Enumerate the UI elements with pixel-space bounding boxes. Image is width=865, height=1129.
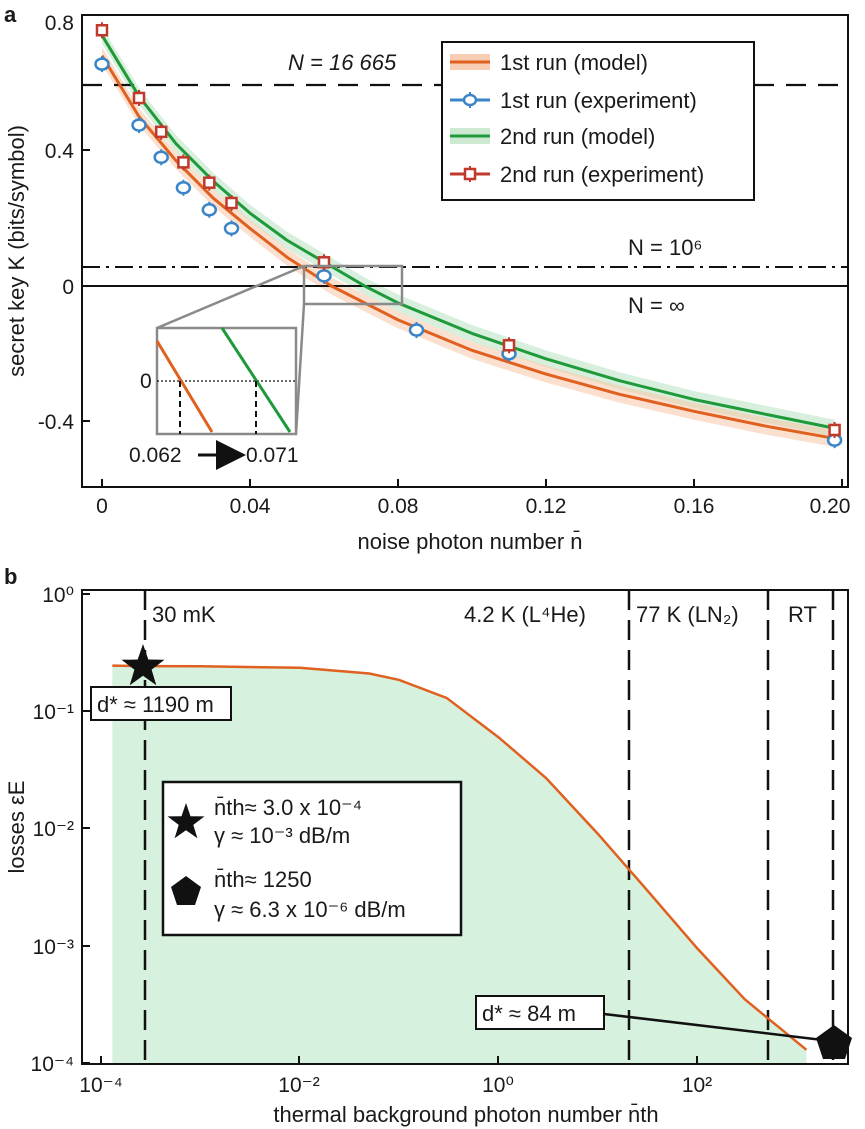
data-point-2nd-experiment <box>828 423 841 437</box>
data-point-2nd-experiment <box>225 196 238 210</box>
legend-item-2nd-model: 2nd run (model) <box>450 124 655 149</box>
legend-pent-line2: γ ≈ 6.3 x 10⁻⁶ dB/m <box>214 897 406 922</box>
legend-item-2nd-experiment: 2nd run (experiment) <box>450 162 704 187</box>
y-tick-label: 10⁻⁴ <box>31 1053 74 1076</box>
x-axis-a: 0 0.04 0.08 0.12 0.16 0.20 <box>96 479 850 518</box>
y-tick-label: 0 <box>62 276 74 299</box>
annotation-n-inf: N = ∞ <box>628 293 685 318</box>
d-star-connector <box>603 1012 832 1043</box>
data-point-2nd-experiment <box>502 339 516 352</box>
legend-b: n̄th≈ 3.0 x 10⁻⁴ γ ≈ 10⁻³ dB/m n̄th≈ 125… <box>161 780 463 937</box>
loss-curve <box>112 664 808 1051</box>
d-star-label-2: d* ≈ 84 m <box>482 1001 576 1026</box>
temp-label: 4.2 K (L⁴He) <box>464 602 586 627</box>
temp-label: 77 K (LN₂) <box>636 602 739 627</box>
panel-b-letter: b <box>4 564 17 589</box>
x-axis-label-b: thermal background photon number n̄th <box>273 1102 658 1127</box>
pentagon-marker <box>816 1025 852 1059</box>
data-point-1st-experiment <box>408 323 425 337</box>
x-tick-label: 10² <box>682 1074 712 1097</box>
x-tick-label: 10⁰ <box>482 1074 514 1097</box>
y-tick-label: 10⁻¹ <box>33 701 74 724</box>
x-tick-label: 10⁻⁴ <box>79 1074 122 1097</box>
x-axis-label-a: noise photon number n̄ <box>357 529 582 554</box>
data-point-1st-experiment <box>201 203 218 217</box>
data-point-2nd-experiment <box>95 23 109 37</box>
zoom-connector-top <box>156 264 305 330</box>
inset-line-2nd <box>220 327 292 433</box>
data-point-1st-experiment <box>94 57 110 71</box>
annotation-n-16665: N = 16 665 <box>288 50 397 75</box>
legend-pentagon-icon <box>171 876 201 905</box>
svg-text:1st run (model): 1st run (model) <box>500 50 648 75</box>
legend-star-line1: n̄th≈ 3.0 x 10⁻⁴ <box>214 795 362 820</box>
legend-star-line2: γ ≈ 10⁻³ dB/m <box>214 823 350 848</box>
temp-label: RT <box>788 602 817 627</box>
data-point-1st-experiment <box>175 181 192 195</box>
panel-b: b 30 mK 4.2 K (L⁴He) 77 K (LN₂) RT d* ≈ … <box>4 564 852 1127</box>
legend-item-1st-model: 1st run (model) <box>450 50 648 75</box>
zoom-connector-bottom <box>294 303 306 435</box>
x-tick-label: 10⁻² <box>278 1074 319 1097</box>
data-point-2nd-experiment <box>154 125 168 139</box>
y-axis-label-b: losses εE <box>4 781 29 874</box>
y-tick-label: 10⁻³ <box>33 936 74 959</box>
x-tick-label: 0.16 <box>674 495 715 518</box>
star-marker <box>121 644 165 686</box>
y-tick-label: 0.8 <box>45 12 74 35</box>
y-axis-b: 10⁰ 10⁻¹ 10⁻² 10⁻³ 10⁻⁴ <box>31 584 90 1076</box>
y-tick-label: 10⁰ <box>42 584 74 607</box>
data-point-2nd-experiment <box>177 156 190 169</box>
y-tick-label: -0.4 <box>38 411 75 434</box>
x-tick-label: 0.04 <box>230 495 271 518</box>
x-axis-b: 10⁻⁴ 10⁻² 10⁰ 10² <box>79 1056 712 1097</box>
svg-text:2nd run (experiment): 2nd run (experiment) <box>500 162 704 187</box>
x-tick-label: 0.12 <box>526 495 567 518</box>
inset-zero-label: 0 <box>140 370 152 393</box>
d-star-label-1: d* ≈ 1190 m <box>97 692 214 717</box>
data-point-2nd-experiment <box>317 256 331 269</box>
inset-left-value: 0.062 <box>129 444 182 467</box>
x-tick-label: 0.08 <box>378 495 419 518</box>
x-tick-label: 0 <box>96 495 108 518</box>
annotation-n-1e6: N = 10⁶ <box>628 235 703 260</box>
data-point-2nd-experiment <box>132 91 146 105</box>
legend-item-1st-experiment: 1st run (experiment) <box>450 88 697 113</box>
d-star-box-1 <box>90 686 232 721</box>
temp-label: 30 mK <box>152 602 216 627</box>
data-point-1st-experiment <box>131 118 147 132</box>
inset-right-value: 0.071 <box>246 444 299 467</box>
data-point-1st-experiment <box>223 221 240 236</box>
data-point-1st-experiment <box>316 269 332 283</box>
svg-text:2nd run (model): 2nd run (model) <box>500 124 655 149</box>
inset: 0 0.062 0.071 <box>129 326 299 470</box>
panel-a-letter: a <box>4 2 17 27</box>
panel-a: a 0 0.062 0.071 N = 16 665 N = 10⁶ N = ∞ <box>4 2 850 554</box>
legend-pent-line1: n̄th≈ 1250 <box>214 867 312 892</box>
legend-star-icon <box>167 803 205 839</box>
svg-text:1st run (experiment): 1st run (experiment) <box>500 88 697 113</box>
zoom-box <box>302 264 404 306</box>
y-tick-label: 0.4 <box>45 140 75 163</box>
d-star-box-2 <box>475 995 605 1030</box>
legend-a: 1st run (model) 1st run (experiment) 2nd… <box>441 41 755 201</box>
inset-line-1st <box>155 340 214 433</box>
data-point-2nd-experiment <box>203 176 216 189</box>
model-line-2nd <box>100 34 835 430</box>
y-axis-label-a: secret key K (bits/symbol) <box>4 125 29 377</box>
plot-frame-a <box>81 14 849 488</box>
y-tick-label: 10⁻² <box>33 818 74 841</box>
data-point-1st-experiment <box>153 150 169 165</box>
x-tick-label: 0.20 <box>810 495 851 518</box>
y-axis-a: 0.8 0.4 0 -0.4 <box>38 12 90 434</box>
